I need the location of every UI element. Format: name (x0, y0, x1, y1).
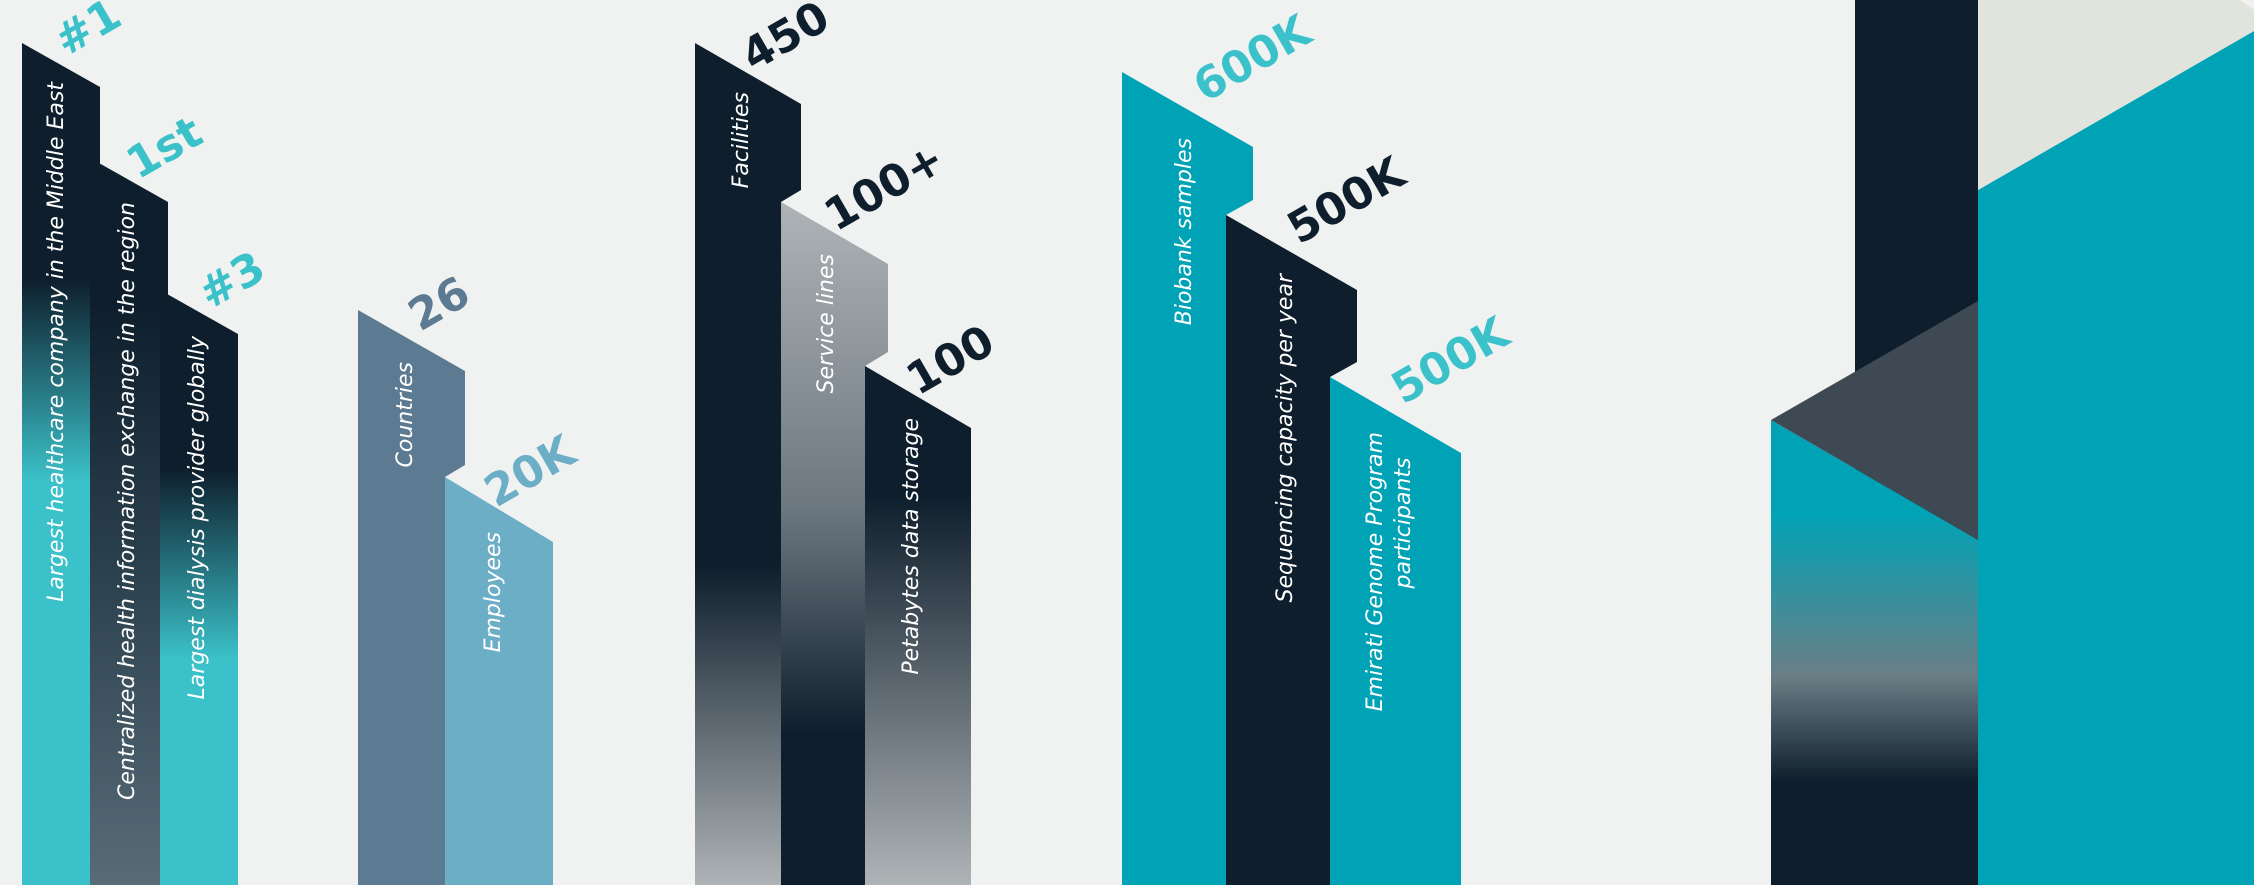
stat-label-service-lines: Service lines (814, 254, 839, 393)
stat-value-service-lines: 100+ (816, 133, 953, 242)
group-regional-leadership: #1 1st #3 Largest healthcare company in … (22, 0, 274, 885)
group-footprint: 26 20K Countries Employees (358, 267, 586, 885)
stat-label-genome-line-2: participants (1391, 458, 1416, 590)
bar-countries (358, 310, 465, 885)
bar-1-largest-healthcare (22, 43, 100, 885)
stat-label-largest-healthcare: Largest healthcare company in the Middle… (44, 81, 69, 602)
stat-label-countries: Countries (393, 362, 418, 468)
stat-label-sequencing: Sequencing capacity per year (1273, 272, 1298, 602)
group-genomics: 600K 500K 500K Biobank samples Sequencin… (1122, 4, 1519, 885)
deco-charcoal-facet (1771, 301, 1978, 540)
stat-label-employees: Employees (481, 532, 506, 652)
stat-value-rank-1: #1 (46, 0, 130, 67)
bar-emirati-genome (1330, 377, 1461, 885)
stat-value-petabytes: 100 (898, 315, 1003, 405)
stat-label-biobank: Biobank samples (1172, 138, 1197, 325)
deco-teal-block (1978, 31, 2254, 885)
bar-biobank-samples (1122, 72, 1253, 885)
bar-facilities (695, 43, 801, 885)
stat-value-genome-participants: 500K (1383, 306, 1519, 414)
group-infrastructure: 450 100+ 100 Facilities Service lines Pe… (695, 0, 1003, 885)
stat-label-dialysis-provider: Largest dialysis provider globally (185, 335, 210, 699)
bar-service-lines (781, 202, 888, 885)
bar-petabytes-storage (865, 366, 971, 885)
stat-value-facilities: 450 (733, 0, 838, 82)
bar-3-dialysis-provider (160, 290, 238, 885)
stat-label-facilities: Facilities (729, 92, 754, 188)
stat-label-health-information-exchange: Centralized health information exchange … (115, 202, 140, 800)
decorative-blocks (1771, 0, 2254, 885)
stat-value-sequencing: 500K (1279, 146, 1415, 254)
stat-value-rank-3: #3 (190, 242, 274, 320)
deco-gradient-column (1771, 420, 1978, 885)
deco-pale-facet (1978, 0, 2254, 190)
stat-value-first: 1st (118, 106, 211, 189)
bar-employees (445, 477, 553, 885)
stat-label-genome-line-1: Emirati Genome Program (1363, 432, 1388, 711)
stat-label-petabytes: Petabytes data storage (899, 418, 924, 675)
stat-value-biobank: 600K (1185, 4, 1321, 112)
bar-sequencing-capacity (1226, 215, 1357, 885)
stat-value-employees: 20K (476, 425, 586, 518)
bar-2-health-information-exchange (90, 158, 168, 885)
stat-value-countries: 26 (400, 267, 479, 342)
